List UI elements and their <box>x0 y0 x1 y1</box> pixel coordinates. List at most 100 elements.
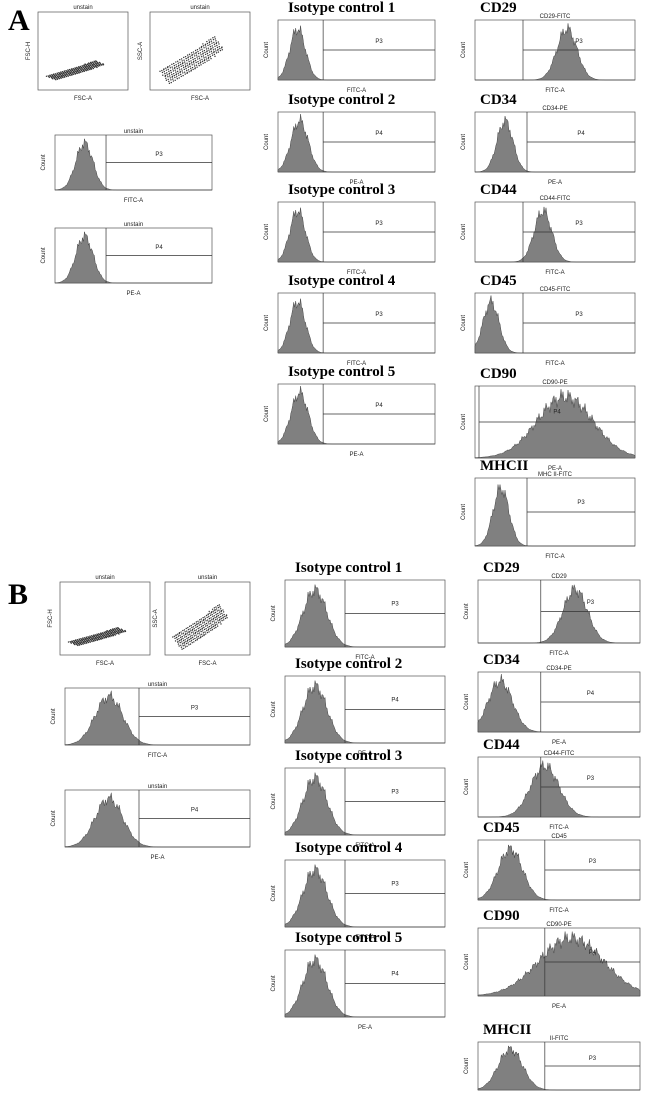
scatter-dot <box>83 641 85 643</box>
scatter-dot <box>173 635 176 638</box>
scatter-dot <box>106 633 109 635</box>
plot-heading: Isotype control 1 <box>288 0 395 16</box>
scatter-dot <box>88 637 90 639</box>
scatter-dot <box>193 635 196 637</box>
scatter-dot <box>177 72 179 75</box>
scatter-dot <box>86 640 88 643</box>
scatter-dot <box>97 638 100 640</box>
y-axis-label: Count <box>41 247 47 263</box>
scatter-dot <box>208 623 210 625</box>
scatter-dot <box>83 64 85 67</box>
scatter-dot <box>212 49 215 51</box>
scatter-dot <box>186 632 189 634</box>
scatter-dot <box>98 64 100 66</box>
scatter-dot <box>163 69 165 71</box>
y-axis-label: Count <box>461 42 467 58</box>
scatter-dot <box>179 61 181 64</box>
y-axis-label: Count <box>461 224 467 240</box>
x-axis-label: FITC-A <box>355 935 374 941</box>
y-axis-label: Count <box>464 603 470 619</box>
scatter-dot <box>178 638 180 640</box>
scatter-dot <box>207 614 209 616</box>
scatter-dot <box>193 633 195 635</box>
scatter-dot <box>186 59 188 62</box>
scatter-dot <box>209 622 212 624</box>
scatter-dot <box>182 639 185 642</box>
scatter-dot <box>215 618 217 621</box>
scatter-dot <box>75 643 78 645</box>
scatter-dot <box>197 50 199 53</box>
scatter-dot <box>195 636 198 638</box>
scatter-dot <box>186 630 188 632</box>
scatter-dot <box>161 71 164 74</box>
scatter-dot <box>103 634 105 636</box>
scatter-dot <box>53 77 56 80</box>
scatter-dot <box>218 611 221 613</box>
scatter-dot <box>182 647 185 650</box>
scatter-dot <box>65 69 67 72</box>
scatter-dot <box>178 74 180 76</box>
scatter-dot <box>180 646 183 648</box>
scatter-dot <box>219 613 221 615</box>
plot-heading: CD90 <box>483 908 520 924</box>
scatter-dot <box>208 625 211 628</box>
x-axis-label: FSC-A <box>191 96 209 102</box>
y-axis-label: Count <box>464 954 470 970</box>
scatter-dot <box>215 626 217 629</box>
scatter-dot <box>64 71 66 73</box>
scatter-dot <box>199 59 201 61</box>
y-axis-label: Count <box>264 42 270 58</box>
scatter-dot <box>80 638 82 640</box>
gate-label: P3 <box>155 152 163 158</box>
plot-heading: Isotype control 4 <box>288 273 396 289</box>
scatter-dot <box>219 606 221 608</box>
scatter-dot <box>68 68 71 71</box>
scatter-dot <box>73 640 75 642</box>
scatter-dot <box>203 57 205 59</box>
scatter-dot <box>180 75 182 78</box>
scatter-dot <box>168 73 170 75</box>
plot-title: II-FITC <box>550 1036 569 1042</box>
scatter-dot <box>192 626 195 628</box>
scatter-dot <box>191 636 194 639</box>
scatter-dot <box>216 616 218 618</box>
plot-title: unstain <box>124 129 143 135</box>
scatter-dot <box>182 645 184 647</box>
scatter-dot <box>124 630 126 632</box>
scatter-dot <box>166 66 169 69</box>
scatter-dot <box>208 42 210 44</box>
scatter-dot <box>198 64 200 67</box>
scatter-dot <box>108 635 111 637</box>
scatter-dot <box>56 73 59 75</box>
x-axis-label: FITC-A <box>549 908 568 914</box>
scatter-dot <box>209 627 211 630</box>
scatter-dot <box>171 66 173 68</box>
scatter-dot <box>52 75 54 78</box>
scatter-dot <box>191 64 193 66</box>
scatter-dot <box>191 641 193 644</box>
scatter-dot <box>213 41 215 44</box>
scatter-dot <box>200 625 203 628</box>
scatter-dot <box>56 78 59 81</box>
scatter-dot <box>105 636 107 638</box>
gate-label: P4 <box>375 403 383 409</box>
scatter-dot <box>190 62 193 64</box>
scatter-dot <box>219 608 222 610</box>
scatter-dot <box>89 64 92 66</box>
scatter-dot <box>91 61 93 63</box>
scatter-dot <box>86 63 89 66</box>
scatter-dot <box>198 47 201 49</box>
scatter-dot <box>191 56 194 59</box>
scatter-dot <box>78 67 80 69</box>
scatter-dot <box>173 74 175 77</box>
scatter-dot <box>201 50 204 52</box>
scatter-dot <box>177 643 180 645</box>
histogram <box>277 298 435 354</box>
scatter-dot <box>172 80 175 82</box>
y-axis-label: FSC-H <box>48 609 54 627</box>
scatter-dot <box>167 78 169 81</box>
scatter-dot <box>193 622 196 625</box>
scatter-dot <box>216 625 219 627</box>
plot-title: CD45-FITC <box>540 287 571 293</box>
scatter-dot <box>164 72 166 75</box>
